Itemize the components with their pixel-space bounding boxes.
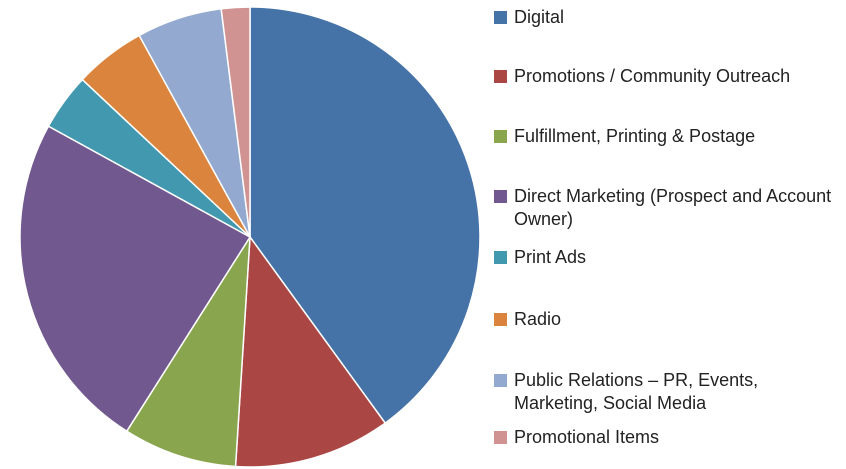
pie-slice (234, 234, 387, 468)
legend-swatch (494, 251, 507, 264)
pie-slice (125, 236, 251, 468)
legend-item: Radio (494, 308, 839, 331)
legend-label: Digital (514, 7, 565, 27)
legend-item: Digital (494, 6, 839, 29)
pie-slice (249, 6, 481, 425)
legend-swatch (494, 70, 507, 83)
legend-label: Promotions / Community Outreach (514, 66, 791, 86)
legend-swatch (494, 11, 507, 24)
legend-swatch (494, 374, 507, 387)
legend-swatch (494, 130, 507, 143)
pie-area (19, 6, 481, 468)
legend-item: Direct Marketing (Prospect and Account O… (494, 185, 839, 231)
legend-label: Radio (514, 309, 562, 329)
pie-slice (220, 6, 251, 238)
legend-item: Public Relations – PR, Events, Marketing… (494, 369, 839, 415)
legend-swatch (494, 313, 507, 326)
legend-label: Promotional Items (514, 427, 660, 447)
legend-item: Promotional Items (494, 426, 839, 449)
legend-item: Print Ads (494, 246, 839, 269)
legend-label: Print Ads (514, 247, 587, 267)
legend-swatch (494, 431, 507, 444)
legend-label: Fulfillment, Printing & Postage (514, 126, 756, 146)
legend-item: Fulfillment, Printing & Postage (494, 125, 839, 148)
pie-slice (19, 125, 252, 433)
legend-label: Public Relations – PR, Events, Marketing… (514, 370, 759, 413)
legend-swatch (494, 190, 507, 203)
legend-item: Promotions / Community Outreach (494, 65, 839, 88)
legend-label: Direct Marketing (Prospect and Account O… (514, 186, 832, 229)
